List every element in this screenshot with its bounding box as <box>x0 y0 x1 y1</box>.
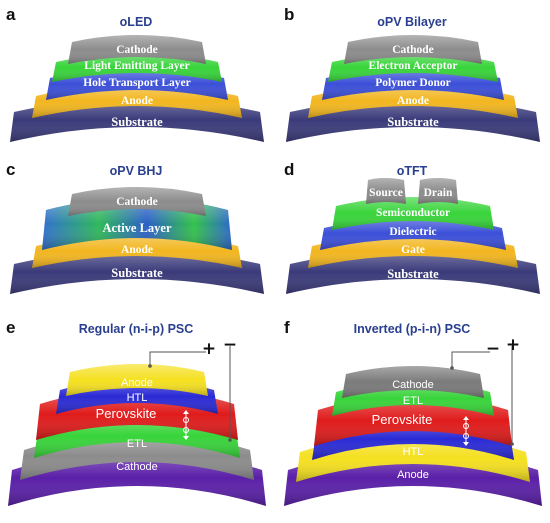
panel-a-emitting-label: Light Emitting Layer <box>84 60 189 72</box>
panel-d-dielectric-label: Dielectric <box>389 226 436 238</box>
panel-b-title: oPV Bilayer <box>377 15 447 29</box>
panel-d-gate-label: Gate <box>401 244 425 256</box>
panel-a-letter: a <box>6 5 16 24</box>
panel-d-semiconductor-label: Semiconductor <box>376 207 450 219</box>
panel-f-letter: f <box>284 318 290 337</box>
panel-e-negative-terminal-icon: − <box>223 335 237 355</box>
panel-a-anode-label: Anode <box>121 95 153 107</box>
panel-e-htl-label: HTL <box>127 392 148 404</box>
panel-e-charge-arrows-icon <box>183 410 189 440</box>
panel-a-oled: a oLED Substrate Anode Hole Transport La… <box>6 5 264 142</box>
panel-a-substrate-label: Substrate <box>111 115 163 129</box>
panel-f-htl-label: HTL <box>403 446 424 458</box>
panel-f-substrate-label: Substrate <box>385 487 441 501</box>
panel-b-substrate-label: Substrate <box>387 115 439 129</box>
panel-e-perovskite-label: Perovskite <box>96 406 157 421</box>
panel-d-letter: d <box>284 160 294 179</box>
panel-e-positive-terminal-icon: + <box>202 339 216 359</box>
panel-e-title: Regular (n-i-p) PSC <box>79 322 194 336</box>
panel-a-htl-label: Hole Transport Layer <box>83 77 191 89</box>
panel-b-anode-label: Anode <box>397 95 429 107</box>
panel-f-circuit-wires <box>450 346 514 446</box>
panel-e-cathode-label: Cathode <box>116 461 158 473</box>
panel-b-cathode-label: Cathode <box>392 44 434 56</box>
panel-a-title: oLED <box>120 15 153 29</box>
panel-d-substrate-label: Substrate <box>387 267 439 281</box>
panel-c-active-label: Active Layer <box>102 221 172 235</box>
panel-c-cathode-label: Cathode <box>116 196 158 208</box>
panel-b-letter: b <box>284 5 294 24</box>
panel-b-donor-label: Polymer Donor <box>375 77 450 89</box>
panel-e-letter: e <box>6 318 15 337</box>
panel-e-etl-label: ETL <box>127 438 147 450</box>
panel-e-circuit-wires <box>148 346 232 442</box>
panel-f-perovskite-label: Perovskite <box>372 412 433 427</box>
panel-b-opv-bilayer: b oPV Bilayer Substrate Anode Polymer Do… <box>284 5 540 142</box>
panel-e-anode-label: Anode <box>121 377 153 389</box>
panel-b-acceptor-label: Electron Acceptor <box>369 60 458 72</box>
panel-d-otft: d oTFT Substrate Gate Dielectric Semicon… <box>284 160 540 294</box>
panel-f-negative-terminal-icon: − <box>486 339 500 359</box>
panel-e-substrate-label: Substrate <box>109 485 165 499</box>
panel-f-cathode-label: Cathode <box>392 379 434 391</box>
panel-c-opv-bhj: c oPV BHJ Substrate Anode Active Layer C… <box>6 160 264 294</box>
panel-c-anode-label: Anode <box>121 244 153 256</box>
panel-f-anode-label: Anode <box>397 469 429 481</box>
panel-f-etl-label: ETL <box>403 395 423 407</box>
panel-c-substrate-label: Substrate <box>111 266 163 280</box>
panel-c-title: oPV BHJ <box>110 164 163 178</box>
panel-f-positive-terminal-icon: + <box>506 335 520 355</box>
panel-e-regular-psc: e Regular (n-i-p) PSC Substrate Cathode … <box>6 318 266 506</box>
panel-d-source-label: Source <box>369 187 403 199</box>
panel-d-drain-label: Drain <box>424 187 453 199</box>
panel-a-cathode-label: Cathode <box>116 44 158 56</box>
panel-c-letter: c <box>6 160 15 179</box>
panel-f-charge-arrows-icon <box>463 416 469 446</box>
panel-f-title: Inverted (p-i-n) PSC <box>354 322 471 336</box>
panel-d-title: oTFT <box>397 164 428 178</box>
panel-f-inverted-psc: f Inverted (p-i-n) PSC Substrate Anode H… <box>284 318 542 506</box>
